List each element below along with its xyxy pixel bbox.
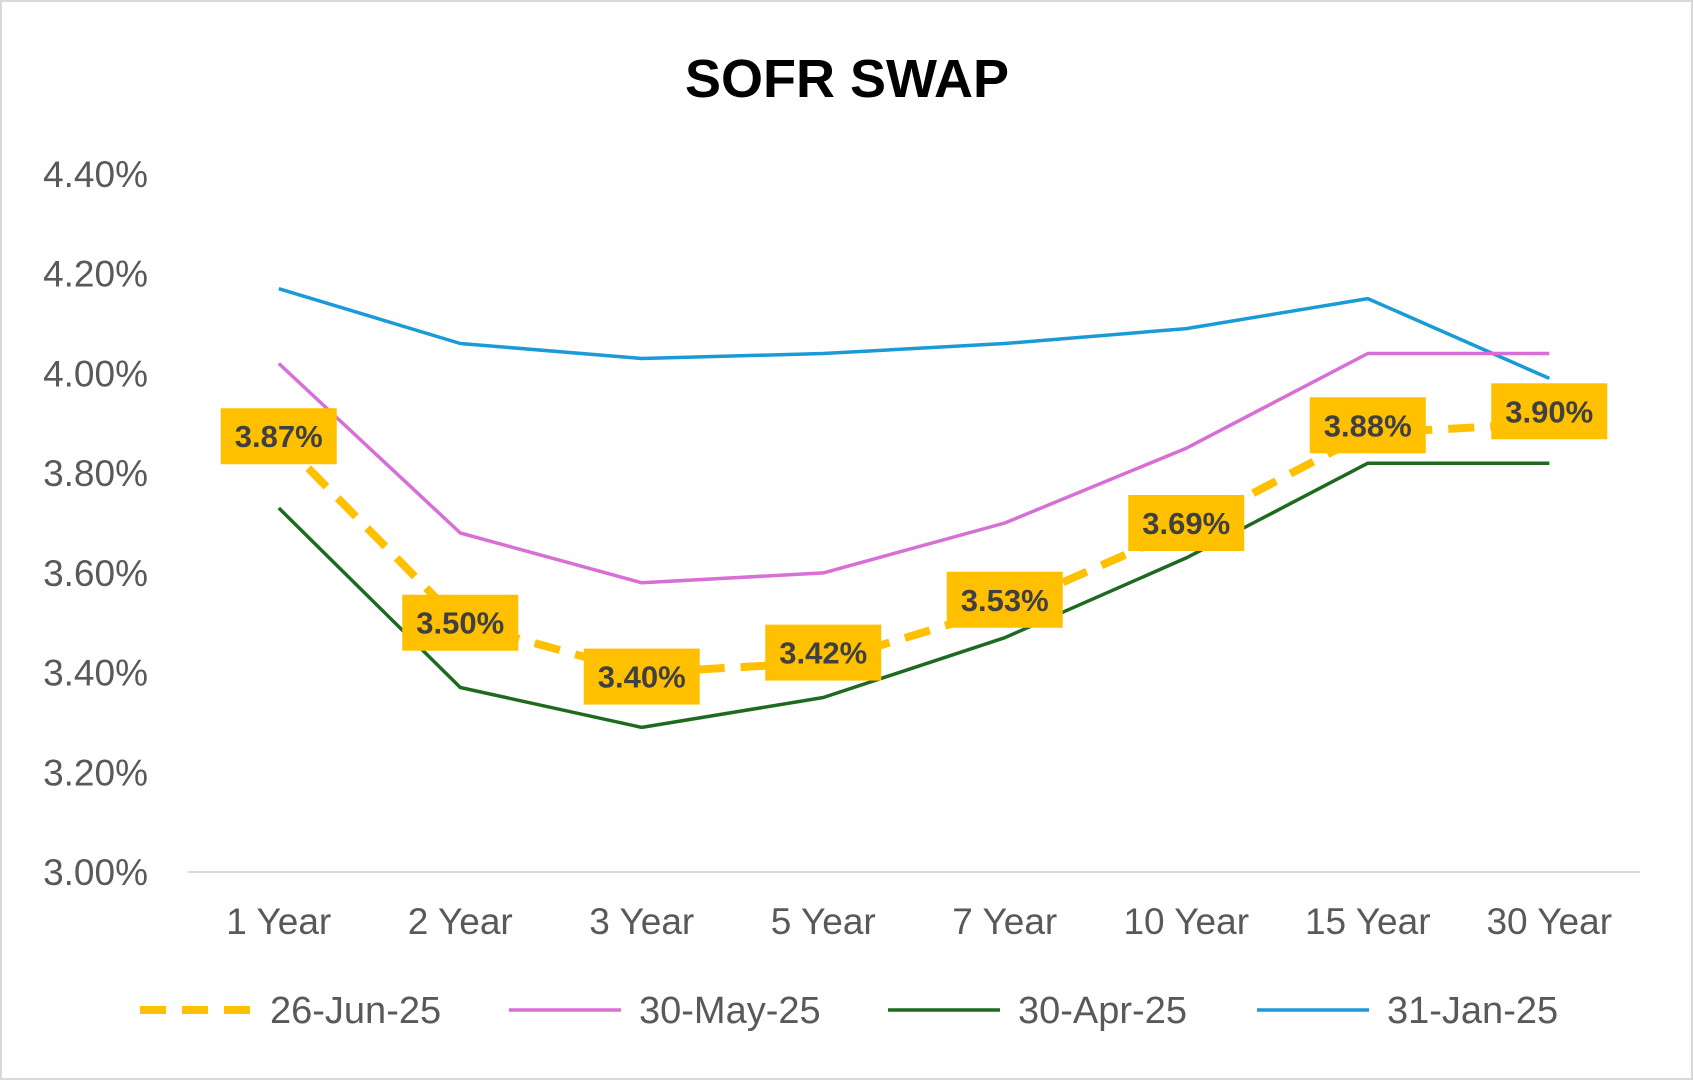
x-tick-label: 5 Year bbox=[771, 901, 876, 942]
axes: 3.00% 3.20% 3.40% 3.60% 3.80% 4.00% 4.20% 4.40%… bbox=[43, 154, 1640, 942]
series-line-30-may-25 bbox=[277, 351, 1550, 585]
y-tick-label: 3.40% bbox=[43, 653, 148, 694]
data-label: 3.40% bbox=[583, 648, 700, 705]
data-label-text: 3.87% bbox=[235, 419, 323, 454]
legend: 26-Jun-25 30-May-25 30-Apr-25 31-Jan-25 bbox=[140, 990, 1558, 1032]
data-label: 3.50% bbox=[402, 594, 519, 651]
x-tick-label: 7 Year bbox=[952, 901, 1057, 942]
y-tick-label: 4.20% bbox=[43, 254, 148, 295]
data-label-text: 3.40% bbox=[598, 660, 686, 695]
chart-title: SOFR SWAP bbox=[685, 49, 1009, 109]
data-label-box bbox=[583, 648, 700, 705]
legend-item-30-apr-25: 30-Apr-25 bbox=[888, 990, 1187, 1032]
data-label-text: 3.53% bbox=[961, 583, 1049, 618]
y-tick-label: 3.00% bbox=[43, 852, 148, 893]
legend-label: 31-Jan-25 bbox=[1387, 990, 1558, 1032]
data-label-box bbox=[946, 571, 1063, 628]
x-tick-label: 2 Year bbox=[408, 901, 513, 942]
y-tick-label: 3.80% bbox=[43, 453, 148, 494]
data-label-box bbox=[1309, 397, 1426, 454]
data-label: 3.69% bbox=[1128, 494, 1245, 551]
legend-label: 30-Apr-25 bbox=[1018, 990, 1187, 1032]
legend-item-31-jan-25: 31-Jan-25 bbox=[1257, 990, 1558, 1032]
legend-label: 26-Jun-25 bbox=[270, 990, 441, 1032]
y-tick-label: 4.40% bbox=[43, 154, 148, 195]
data-label: 3.87% bbox=[220, 408, 337, 465]
series-layer bbox=[275, 287, 1551, 730]
data-label-text: 3.90% bbox=[1505, 394, 1593, 429]
x-tick-label: 10 Year bbox=[1123, 901, 1249, 942]
data-label-text: 3.88% bbox=[1324, 408, 1412, 443]
x-tick-label: 1 Year bbox=[226, 901, 331, 942]
x-tick-label: 30 Year bbox=[1486, 901, 1612, 942]
x-tick-label: 15 Year bbox=[1305, 901, 1431, 942]
data-label-box bbox=[765, 624, 882, 681]
legend-item-30-may-25: 30-May-25 bbox=[509, 990, 821, 1032]
data-label: 3.53% bbox=[946, 571, 1063, 628]
data-label: 3.90% bbox=[1491, 383, 1608, 440]
y-tick-label: 4.00% bbox=[43, 353, 148, 394]
y-tick-label: 3.60% bbox=[43, 553, 148, 594]
data-label: 3.42% bbox=[765, 624, 882, 681]
data-label-box bbox=[1128, 494, 1245, 551]
series-line-30-apr-25 bbox=[277, 461, 1550, 730]
x-tick-label: 3 Year bbox=[589, 901, 694, 942]
data-label-box bbox=[1491, 383, 1608, 440]
legend-label: 30-May-25 bbox=[639, 990, 821, 1032]
data-label-box bbox=[402, 594, 519, 651]
data-label: 3.88% bbox=[1309, 397, 1426, 454]
data-label-text: 3.50% bbox=[416, 606, 504, 641]
series-line-31-jan-25 bbox=[278, 287, 1551, 381]
data-labels-layer: 3.87% 3.50% 3.40% 3.42% 3.53% 3.69% 3.88% 3.90% bbox=[220, 383, 1608, 705]
y-tick-label: 3.20% bbox=[43, 752, 148, 793]
data-label-text: 3.42% bbox=[779, 636, 867, 671]
data-label-box bbox=[220, 408, 337, 465]
data-label-text: 3.69% bbox=[1142, 506, 1230, 541]
legend-item-26-jun-25: 26-Jun-25 bbox=[140, 990, 441, 1032]
